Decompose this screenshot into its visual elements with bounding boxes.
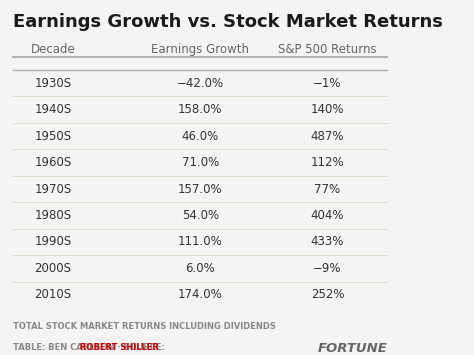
Text: 112%: 112% [310,156,344,169]
Text: ROBERT SHILLER: ROBERT SHILLER [80,343,159,352]
Text: Earnings Growth: Earnings Growth [151,43,249,56]
Text: FORTUNE: FORTUNE [318,342,387,355]
Text: −9%: −9% [313,262,342,275]
Text: 54.0%: 54.0% [182,209,219,222]
Text: 2000S: 2000S [35,262,72,275]
Text: 1960S: 1960S [35,156,72,169]
Text: 2010S: 2010S [35,288,72,301]
Text: 1940S: 1940S [35,103,72,116]
Text: −42.0%: −42.0% [177,77,224,90]
Text: 46.0%: 46.0% [182,130,219,143]
Text: 1990S: 1990S [35,235,72,248]
Text: 158.0%: 158.0% [178,103,222,116]
Text: S&P 500 Returns: S&P 500 Returns [278,43,377,56]
Text: TABLE: BEN CARLSON · SOURCE:: TABLE: BEN CARLSON · SOURCE: [13,343,168,352]
Text: 1930S: 1930S [35,77,72,90]
Text: 404%: 404% [311,209,344,222]
Text: 71.0%: 71.0% [182,156,219,169]
Text: 174.0%: 174.0% [178,288,223,301]
Text: 433%: 433% [311,235,344,248]
Text: 1970S: 1970S [35,182,72,196]
Text: 1950S: 1950S [35,130,72,143]
Text: Decade: Decade [31,43,75,56]
Text: 252%: 252% [311,288,344,301]
Text: TOTAL STOCK MARKET RETURNS INCLUDING DIVIDENDS: TOTAL STOCK MARKET RETURNS INCLUDING DIV… [13,322,276,331]
Text: 140%: 140% [311,103,344,116]
Text: Earnings Growth vs. Stock Market Returns: Earnings Growth vs. Stock Market Returns [13,13,443,31]
Text: −1%: −1% [313,77,342,90]
Text: 1980S: 1980S [35,209,72,222]
Text: 77%: 77% [314,182,340,196]
Text: 157.0%: 157.0% [178,182,222,196]
Text: 487%: 487% [311,130,344,143]
Text: 6.0%: 6.0% [185,262,215,275]
Text: 111.0%: 111.0% [178,235,223,248]
